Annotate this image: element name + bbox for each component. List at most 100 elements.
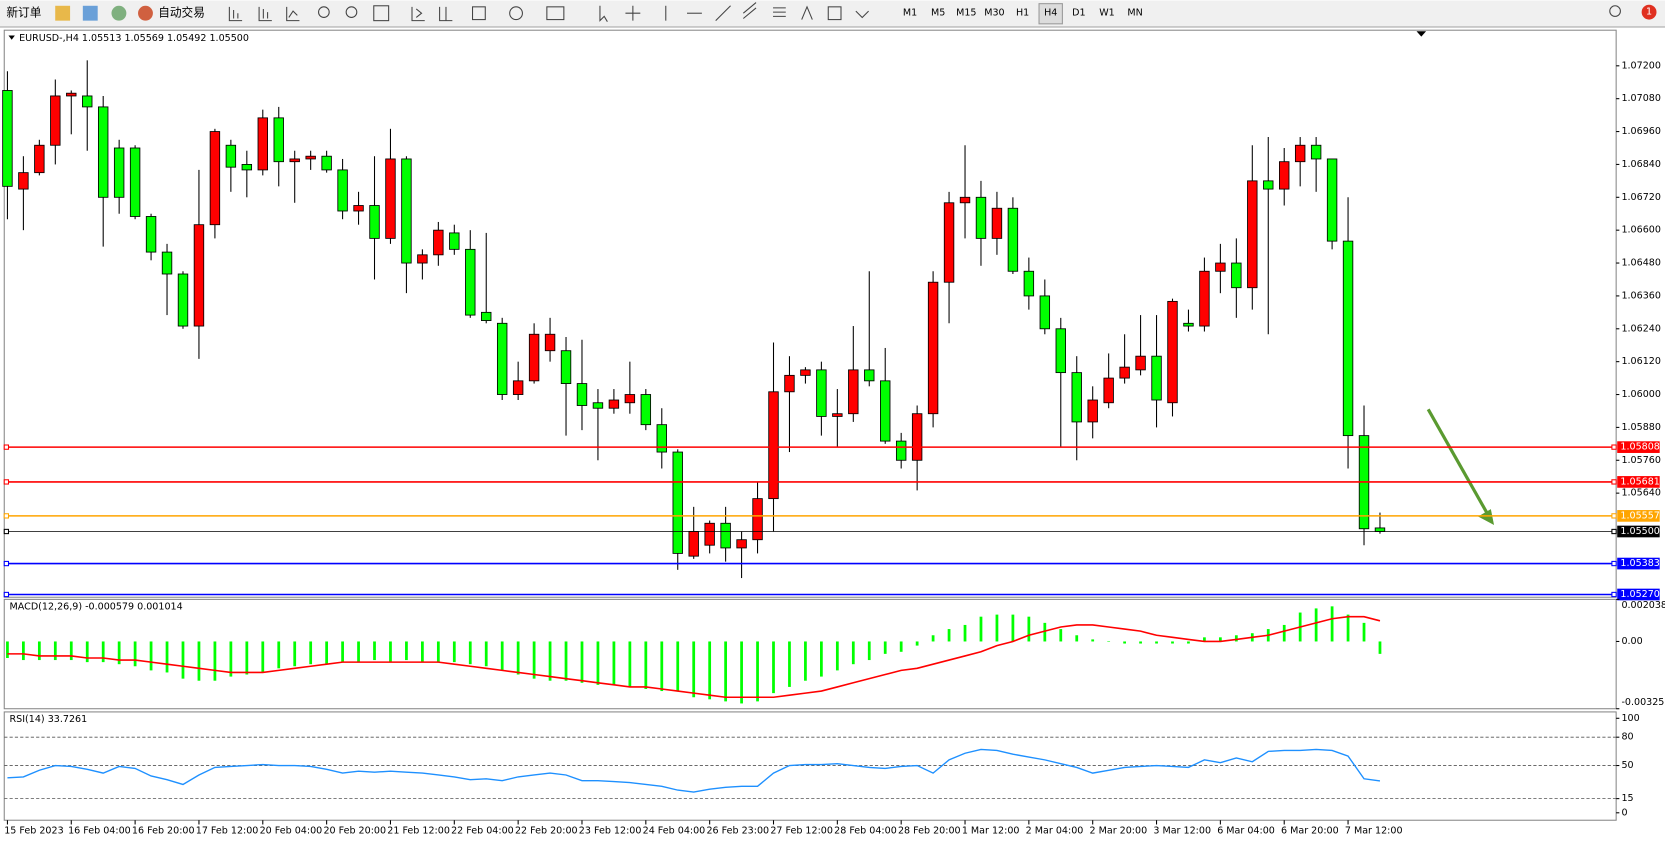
icon[interactable]: [55, 5, 71, 21]
candle-body: [1135, 355, 1146, 371]
timeframe[interactable]: D1: [1072, 8, 1085, 19]
macd-bar: [421, 641, 424, 663]
icon[interactable]: [471, 6, 486, 21]
candle-body: [911, 413, 923, 461]
macd-bar: [788, 641, 791, 687]
x-tick-label: 1 Mar 12:00: [962, 825, 1020, 836]
macd-bar: [1155, 641, 1158, 644]
macd-bar: [309, 641, 313, 665]
timeframe[interactable]: H4: [1044, 8, 1057, 19]
icon[interactable]: [546, 6, 565, 21]
x-tick-label: 3 Mar 12:00: [1153, 825, 1211, 836]
icon[interactable]: [318, 6, 330, 18]
candle-body: [1023, 270, 1035, 297]
y-tick-label: 0.00: [1621, 636, 1642, 647]
level-label: 1.05808: [1620, 442, 1659, 453]
macd-bar: [1362, 622, 1366, 642]
timeframe[interactable]: M30: [984, 8, 1004, 19]
macd-bar: [979, 616, 983, 642]
icon[interactable]: [773, 7, 786, 17]
macd-bar: [596, 641, 600, 685]
candle-body: [880, 380, 891, 442]
icon[interactable]: [138, 5, 153, 21]
timeframe[interactable]: MN: [1127, 8, 1142, 19]
candle-body: [1087, 399, 1098, 423]
y-tick-label: 1.06000: [1621, 389, 1660, 400]
candle-body: [481, 311, 492, 321]
timeframe[interactable]: M1: [903, 8, 917, 19]
icon[interactable]: [439, 6, 453, 22]
x-tick-label: 17 Feb 12:00: [196, 825, 259, 836]
arrow-shaft: [1426, 408, 1488, 514]
notification-badge[interactable]: [1641, 4, 1657, 20]
candle-body: [1007, 207, 1019, 272]
icon[interactable]: [286, 6, 300, 22]
icon[interactable]: [228, 6, 243, 22]
level-label-bg: [1617, 441, 1660, 453]
candle-body: [560, 350, 572, 384]
macd-bar: [1043, 622, 1047, 642]
candle-body: [1199, 270, 1210, 327]
auto-trading[interactable]: 自动交易: [158, 6, 205, 20]
level-handle: [1611, 513, 1617, 519]
candle-body: [209, 131, 221, 226]
search-icon[interactable]: [1609, 5, 1621, 17]
candle-body: [1231, 262, 1242, 289]
x-tick-label: 24 Feb 04:00: [643, 825, 706, 836]
timeframe[interactable]: M5: [931, 8, 945, 19]
candle-body: [975, 196, 987, 239]
icon[interactable]: [345, 6, 358, 18]
timeframe[interactable]: W1: [1099, 8, 1115, 19]
icon[interactable]: [827, 6, 842, 21]
candle-body: [2, 90, 13, 187]
icon[interactable]: [509, 6, 523, 21]
signal-line: [7, 615, 1381, 699]
macd-bar: [1075, 635, 1079, 642]
y-tick-label: 1.06480: [1621, 258, 1660, 269]
icon[interactable]: [801, 5, 813, 20]
macd-bar: [1314, 608, 1318, 642]
level-label: 1.05383: [1620, 558, 1659, 569]
macd-bar: [1123, 641, 1126, 644]
new-order[interactable]: 新订单: [6, 6, 41, 20]
y-tick-label: 80: [1621, 732, 1633, 743]
icon[interactable]: [599, 5, 608, 22]
icon[interactable]: [855, 10, 869, 19]
candle-body: [736, 539, 747, 549]
candle-body: [576, 383, 588, 406]
icon[interactable]: [82, 5, 98, 21]
timeframe[interactable]: M15: [956, 8, 976, 19]
icon[interactable]: [625, 5, 641, 21]
x-tick-label: 6 Mar 04:00: [1217, 825, 1275, 836]
icon[interactable]: [111, 5, 127, 21]
macd-bar: [53, 641, 57, 661]
icon[interactable]: [411, 6, 425, 22]
candle-body: [241, 164, 253, 171]
candle-body: [305, 155, 316, 160]
candle-body: [66, 92, 77, 97]
toolbar-bg: [0, 0, 1665, 28]
macd-bar: [851, 641, 855, 665]
candle-body: [385, 158, 396, 239]
macd-bar: [325, 641, 329, 665]
candle-body: [449, 232, 460, 250]
macd-bar: [133, 641, 137, 667]
timeframe[interactable]: H1: [1016, 8, 1029, 19]
y-tick-label: 15: [1621, 793, 1633, 804]
icon[interactable]: [742, 2, 757, 19]
x-tick-label: 7 Mar 12:00: [1345, 825, 1403, 836]
icon[interactable]: [258, 6, 272, 22]
y-tick-label: 1.05760: [1621, 455, 1660, 466]
x-tick-label: 22 Feb 20:00: [515, 825, 578, 836]
macd-bar: [1139, 641, 1142, 644]
candle-body: [1263, 180, 1274, 190]
icon[interactable]: [715, 5, 731, 22]
macd-bar: [740, 641, 743, 704]
x-tick-label: 16 Feb 20:00: [132, 825, 195, 836]
icon[interactable]: [373, 5, 390, 22]
y-tick-label: 1.06360: [1621, 290, 1660, 301]
macd-bar: [261, 641, 265, 673]
macd-title: MACD(12,26,9) -0.000579 0.001014: [10, 601, 183, 612]
level-label-bg: [1617, 510, 1660, 522]
